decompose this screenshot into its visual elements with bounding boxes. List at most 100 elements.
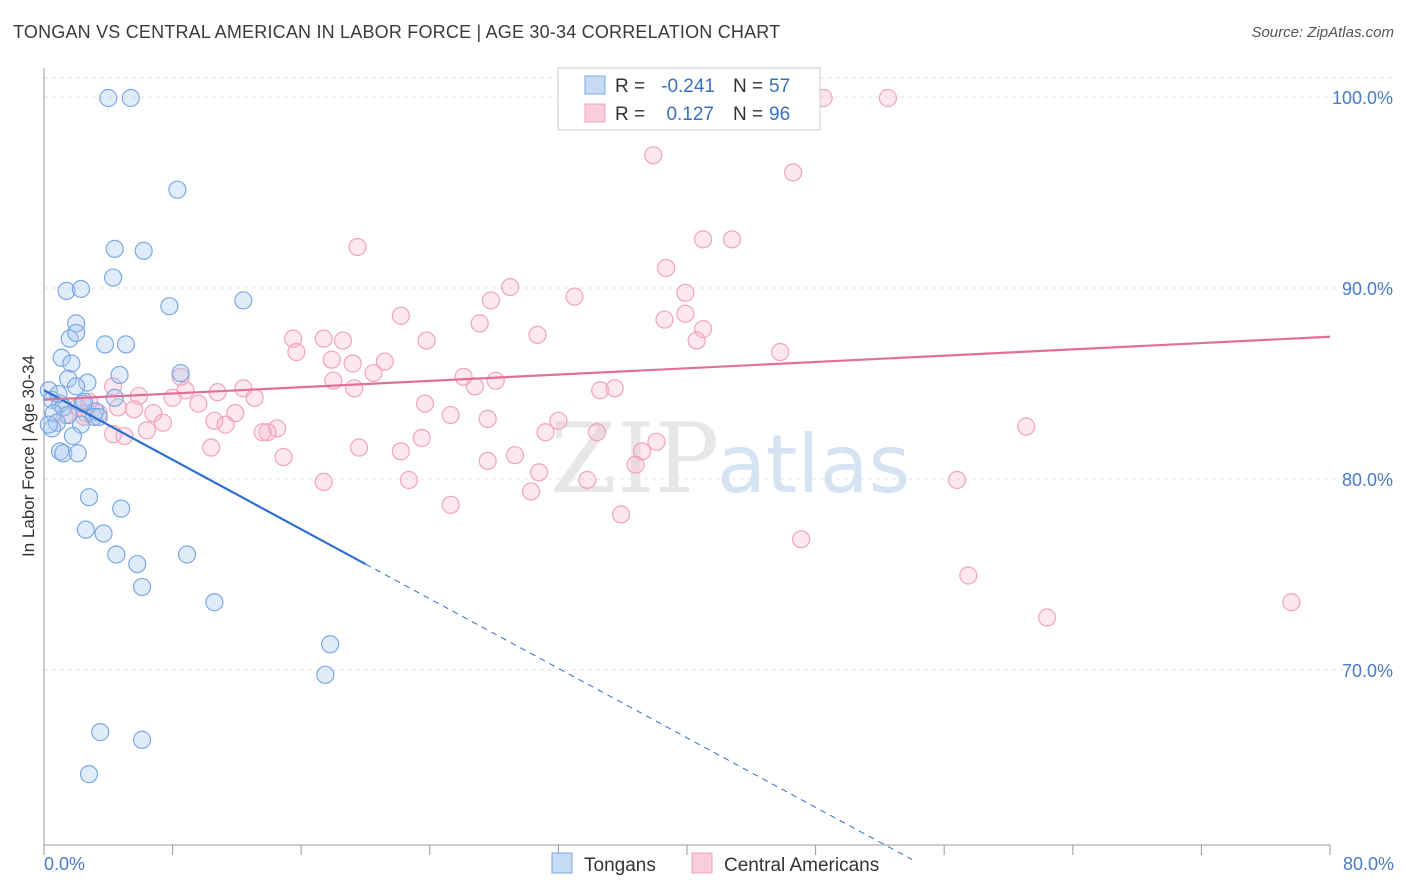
central-american-point-88 xyxy=(441,495,460,514)
tongan-point-35 xyxy=(39,415,58,434)
tongan-point-18 xyxy=(171,363,190,383)
central-american-point-87 xyxy=(947,470,967,490)
legend-r-value-tongans: -0.241 xyxy=(661,76,715,97)
source-label: Source: ZipAtlas.com xyxy=(1251,24,1394,41)
legend-r-label-central-americans: R = xyxy=(615,104,645,125)
central-american-point-10 xyxy=(501,277,520,297)
watermark-atlas: atlas xyxy=(717,418,910,511)
tongan-point-22 xyxy=(67,377,86,396)
central-american-point-16 xyxy=(676,304,695,323)
tongan-point-2 xyxy=(168,180,187,199)
tongan-point-3 xyxy=(105,239,124,258)
central-american-point-44 xyxy=(163,388,182,407)
central-american-point-14 xyxy=(391,306,410,325)
y-tick-label-80: 80.0% xyxy=(1342,470,1393,490)
tongan-point-12 xyxy=(67,323,86,343)
central-american-point-24 xyxy=(333,331,353,350)
central-american-point-73 xyxy=(647,432,666,451)
tongan-point-46 xyxy=(128,554,147,574)
central-american-point-7 xyxy=(722,230,742,249)
central-american-point-72 xyxy=(412,428,431,448)
central-american-point-68 xyxy=(587,423,607,442)
tongan-point-44 xyxy=(107,545,126,564)
central-american-point-9 xyxy=(657,258,676,278)
central-american-point-75 xyxy=(349,438,369,457)
central-american-point-38 xyxy=(345,379,364,398)
x-tick-label-min: 0.0% xyxy=(44,854,85,874)
central-american-point-62 xyxy=(549,411,568,430)
central-american-point-6 xyxy=(693,230,713,249)
tongan-point-50 xyxy=(316,665,335,684)
central-american-point-94 xyxy=(1282,593,1301,612)
central-american-point-93 xyxy=(1037,608,1057,627)
legend-swatch-central-americans xyxy=(584,103,606,123)
tongan-trend-line-extension xyxy=(365,563,913,860)
central-american-point-22 xyxy=(314,329,333,348)
tongan-point-29 xyxy=(44,404,63,423)
central-american-point-47 xyxy=(415,394,435,413)
tongan-point-45 xyxy=(177,545,197,564)
central-american-point-69 xyxy=(253,423,272,442)
tongan-point-38 xyxy=(54,444,73,463)
tongan-point-7 xyxy=(104,268,123,287)
central-american-point-67 xyxy=(536,423,555,442)
central-american-point-5 xyxy=(783,163,803,182)
central-american-point-84 xyxy=(399,470,419,490)
tongan-point-0 xyxy=(99,88,118,108)
central-american-point-13 xyxy=(481,291,500,310)
y-tick-label-100: 100.0% xyxy=(1332,88,1393,108)
trend-lines xyxy=(43,335,1331,860)
central-american-point-57 xyxy=(441,405,460,425)
tongan-point-49 xyxy=(321,635,340,654)
tongan-point-13 xyxy=(95,335,115,354)
central-american-point-58 xyxy=(478,409,497,428)
legend-n-label-central-americans: N = xyxy=(733,104,763,125)
central-american-point-39 xyxy=(104,377,123,396)
watermark-zip: ZIP xyxy=(550,403,719,515)
tongan-point-55 xyxy=(105,388,124,407)
central-american-point-90 xyxy=(792,530,811,549)
central-american-point-89 xyxy=(611,505,631,524)
central-american-point-11 xyxy=(565,287,584,306)
bottom-legend-label-central-americans: Central Americans xyxy=(724,855,879,876)
central-american-point-8 xyxy=(348,237,367,257)
central-american-point-83 xyxy=(314,472,333,492)
central-american-point-33 xyxy=(486,371,505,390)
tongan-point-10 xyxy=(67,314,86,333)
central-american-point-66 xyxy=(137,421,156,440)
correlation-legend: R = -0.241 N = 57 R = 0.127 N = 96 xyxy=(557,67,821,131)
tongan-point-39 xyxy=(68,444,87,463)
tongan-point-51 xyxy=(91,723,110,742)
central-american-point-65 xyxy=(258,423,277,442)
central-american-point-37 xyxy=(605,379,624,398)
central-american-point-20 xyxy=(528,325,547,344)
central-american-point-52 xyxy=(144,404,163,423)
central-american-point-45 xyxy=(245,388,264,407)
tongan-point-53 xyxy=(79,765,99,784)
central-american-point-23 xyxy=(687,331,706,350)
central-american-point-4 xyxy=(644,146,663,165)
tongan-point-16 xyxy=(62,354,81,373)
central-american-point-77 xyxy=(391,442,410,461)
central-american-point-12 xyxy=(676,283,695,302)
y-tick-labels: 70.0% 80.0% 90.0% 100.0% xyxy=(1332,88,1393,681)
tongan-point-43 xyxy=(94,524,113,543)
y-tick-label-90: 90.0% xyxy=(1342,279,1393,299)
central-american-point-82 xyxy=(530,463,549,482)
central-american-point-21 xyxy=(284,329,303,348)
tongan-point-52 xyxy=(132,730,152,749)
central-american-point-81 xyxy=(626,455,645,474)
central-american-point-34 xyxy=(171,367,190,386)
legend-swatch-tongans xyxy=(584,75,606,95)
central-american-point-30 xyxy=(364,363,383,383)
central-american-point-55 xyxy=(205,411,224,430)
central-american-point-64 xyxy=(267,419,287,438)
tongan-trend-line xyxy=(43,389,367,566)
tongan-point-1 xyxy=(121,88,140,108)
central-american-point-15 xyxy=(655,310,674,329)
central-american-point-28 xyxy=(343,354,362,373)
central-american-point-19 xyxy=(417,331,436,350)
tongan-point-47 xyxy=(132,577,152,597)
central-american-point-63 xyxy=(216,415,235,434)
tongan-point-15 xyxy=(52,348,71,367)
